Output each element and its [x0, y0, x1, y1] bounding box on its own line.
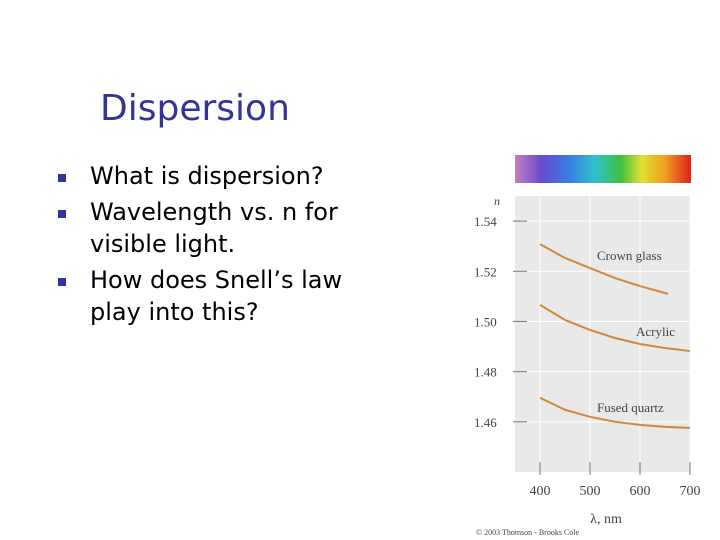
credit: © 2003 Thomson - Brooks Cole: [476, 528, 579, 537]
x-tick-label: 600: [630, 484, 651, 499]
x-tick-label: 400: [530, 484, 551, 499]
y-tick-label: 1.50: [474, 314, 497, 329]
bullet: Wavelength vs. n for visible light.: [55, 196, 395, 260]
y-tick-label: 1.46: [474, 415, 497, 430]
y-tick-label: 1.52: [474, 264, 497, 279]
bullet-marker: [58, 174, 66, 182]
bullet-text: How does Snell’s law play into this?: [90, 266, 343, 326]
series-line: [539, 396, 691, 429]
bullet-text: What is dispersion?: [90, 162, 324, 190]
x-tick-label: 500: [580, 484, 601, 499]
x-axis-label: λ, nm: [590, 512, 622, 527]
bullet-text: Wavelength vs. n for visible light.: [90, 198, 338, 258]
y-tick-label: 1.54: [474, 214, 497, 229]
bullet-marker: [58, 210, 66, 218]
series-label: Acrylic: [636, 324, 675, 339]
y-axis-label: n: [494, 194, 500, 208]
bullet: How does Snell’s law play into this?: [55, 264, 395, 328]
spectrum-bar: [515, 155, 691, 183]
series-label: Crown glass: [597, 248, 662, 263]
slide-title: Dispersion: [100, 88, 290, 129]
bullet-list: What is dispersion? Wavelength vs. n for…: [55, 160, 395, 332]
series-line: [539, 243, 669, 295]
bullet: What is dispersion?: [55, 160, 395, 192]
y-tick-label: 1.48: [474, 365, 497, 380]
series-label: Fused quartz: [597, 400, 664, 415]
bullet-marker: [58, 278, 66, 286]
series-line: [539, 304, 691, 353]
x-tick-label: 700: [680, 484, 701, 499]
